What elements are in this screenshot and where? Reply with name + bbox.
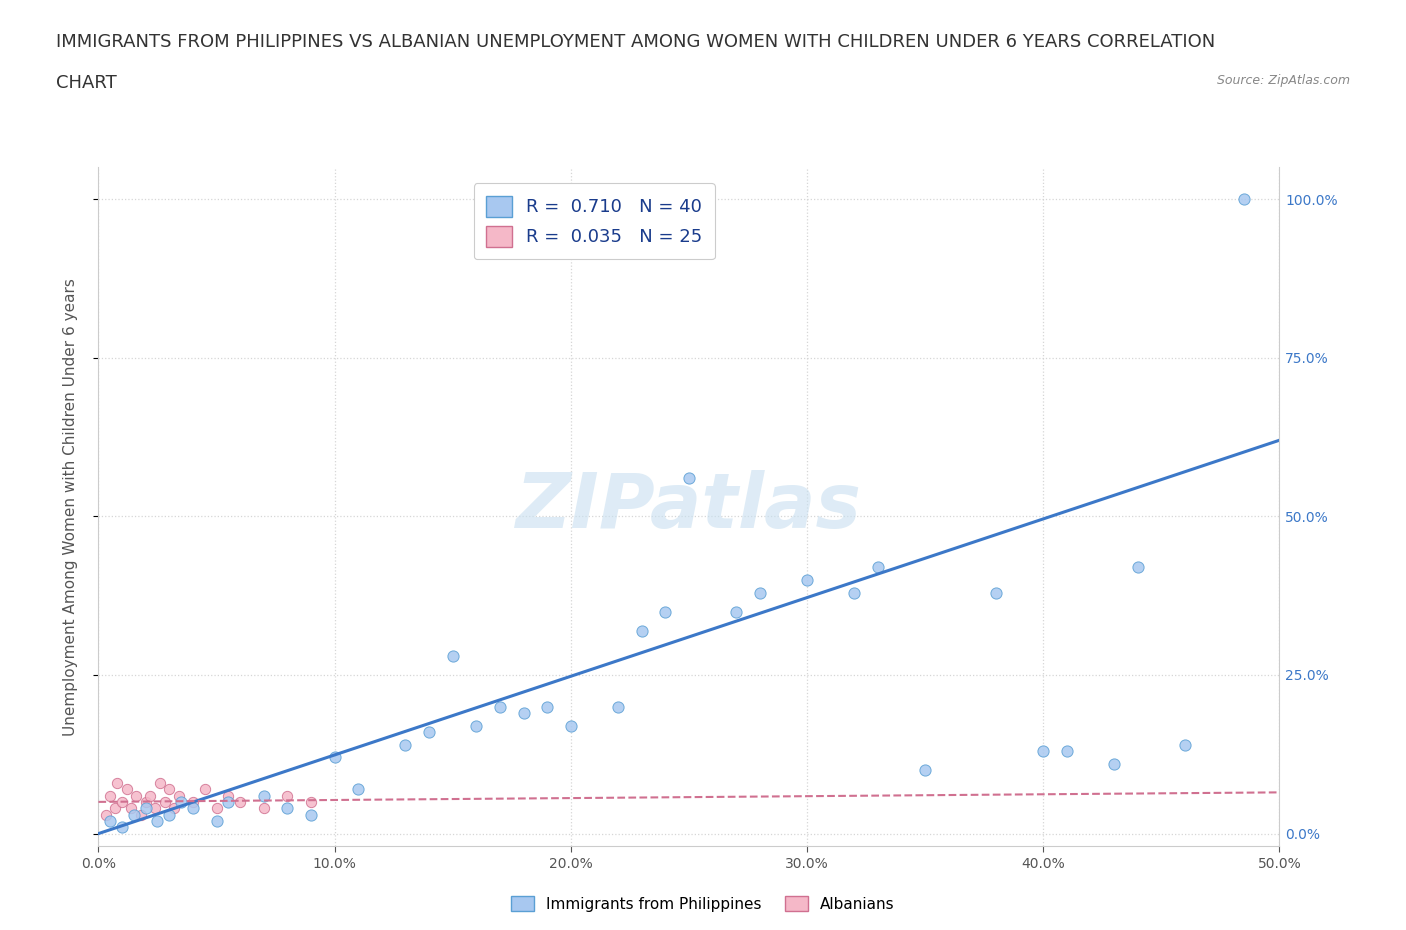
Legend: R =  0.710   N = 40, R =  0.035   N = 25: R = 0.710 N = 40, R = 0.035 N = 25 [474,183,716,259]
Point [844,585,866,600]
Point [914,763,936,777]
Point [394,737,416,752]
Point [129,807,152,822]
Point [153,794,176,809]
Text: IMMIGRANTS FROM PHILIPPINES VS ALBANIAN UNEMPLOYMENT AMONG WOMEN WITH CHILDREN U: IMMIGRANTS FROM PHILIPPINES VS ALBANIAN … [56,33,1216,50]
Point [347,782,370,797]
Point [866,560,889,575]
Point [276,788,298,803]
Point [1233,192,1256,206]
Text: Source: ZipAtlas.com: Source: ZipAtlas.com [1216,74,1350,87]
Point [984,585,1007,600]
Point [253,801,276,816]
Point [135,801,157,816]
Point [121,801,143,816]
Point [98,814,121,829]
Point [181,794,204,809]
Point [276,801,298,816]
Point [654,604,676,619]
Point [205,814,228,829]
Point [418,724,440,739]
Point [217,794,239,809]
Point [607,699,630,714]
Point [167,788,190,803]
Point [748,585,770,600]
Point [1126,560,1149,575]
Point [489,699,512,714]
Point [98,788,121,803]
Point [512,706,534,721]
Point [441,648,464,663]
Point [111,820,134,835]
Point [217,788,239,803]
Point [94,807,117,822]
Point [1174,737,1197,752]
Point [1102,756,1125,771]
Point [678,471,700,485]
Point [115,782,138,797]
Point [323,750,346,764]
Point [194,782,217,797]
Point [205,801,228,816]
Point [253,788,276,803]
Point [465,718,488,733]
Point [630,623,652,638]
Point [1056,744,1078,759]
Point [163,801,186,816]
Point [299,807,322,822]
Point [157,782,180,797]
Text: ZIPatlas: ZIPatlas [516,470,862,544]
Point [125,788,148,803]
Point [139,788,162,803]
Point [299,794,322,809]
Point [796,572,818,587]
Point [725,604,748,619]
Text: CHART: CHART [56,74,117,92]
Point [149,776,172,790]
Point [157,807,180,822]
Point [1032,744,1054,759]
Point [229,794,252,809]
Point [170,794,193,809]
Point [111,794,134,809]
Point [146,814,169,829]
Point [104,801,127,816]
Point [181,801,204,816]
Point [135,794,157,809]
Point [105,776,128,790]
Y-axis label: Unemployment Among Women with Children Under 6 years: Unemployment Among Women with Children U… [63,278,77,736]
Point [122,807,145,822]
Legend: Immigrants from Philippines, Albanians: Immigrants from Philippines, Albanians [505,889,901,918]
Point [536,699,558,714]
Point [143,801,166,816]
Point [560,718,582,733]
